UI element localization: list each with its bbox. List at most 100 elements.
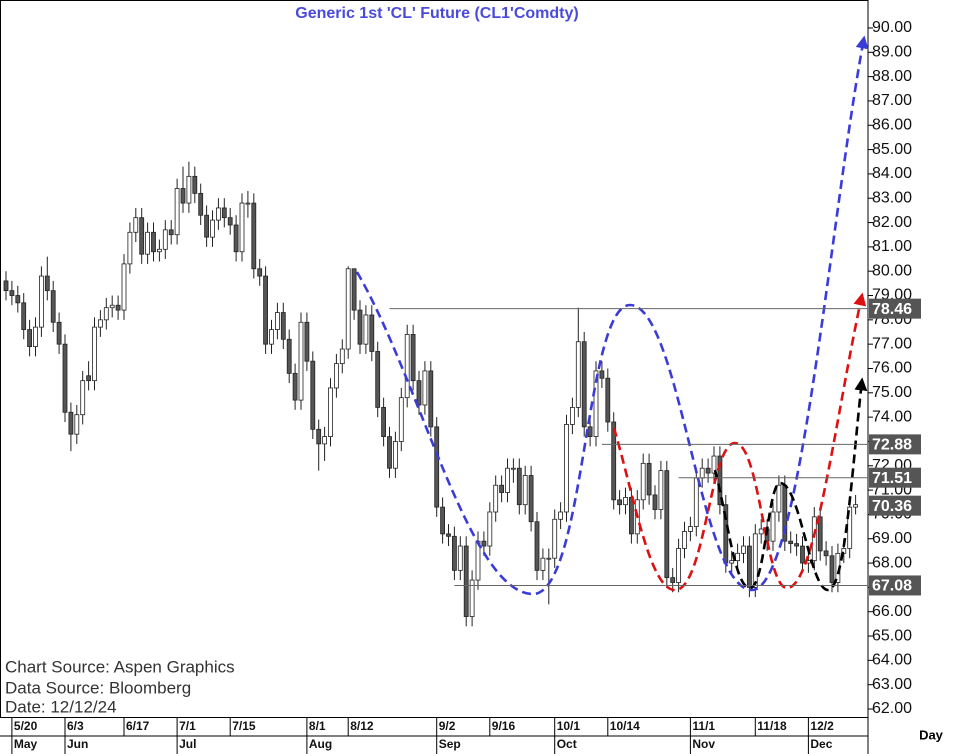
candle-body (392, 441, 398, 469)
candle-body (611, 421, 617, 501)
candle-body (357, 309, 363, 345)
candle-body (375, 351, 381, 408)
candle-body (451, 535, 457, 571)
candle-body (652, 494, 658, 510)
candle-body (481, 540, 487, 547)
y-tick-label: 75.00 (872, 384, 912, 401)
candle-body (428, 370, 434, 428)
candle-body (457, 545, 463, 571)
candle-body (788, 540, 794, 545)
candle-body (570, 407, 575, 425)
candle-body (192, 175, 198, 194)
level-label: 70.36 (872, 498, 912, 515)
candle-body (398, 397, 404, 442)
month-label: Dec (810, 737, 832, 751)
candle-body (56, 321, 62, 345)
candle-body (139, 217, 145, 255)
candle-body (422, 370, 428, 406)
candle-body (245, 202, 251, 205)
candle-body (145, 231, 151, 255)
y-tick-label: 81.00 (872, 238, 912, 255)
candle-body (599, 370, 605, 379)
level-label: 78.46 (872, 301, 912, 318)
x-tick-label: 9/16 (492, 719, 516, 733)
candle-body (717, 455, 723, 506)
candle-body (115, 304, 121, 311)
candle-body (328, 387, 333, 437)
candle-body (682, 531, 687, 549)
candle-body (688, 526, 693, 532)
candle-body (758, 528, 764, 535)
candle-body (800, 545, 805, 564)
y-tick-label: 90.00 (872, 19, 912, 36)
candle-body (304, 321, 310, 362)
candle-body (9, 290, 15, 296)
x-tick-label: 12/2 (810, 719, 834, 733)
candle-body (204, 214, 210, 238)
x-tick-label: 8/12 (350, 719, 374, 733)
candle-body (487, 511, 493, 547)
candle-body (345, 268, 351, 350)
candle-body (280, 312, 286, 340)
candle-body (80, 380, 86, 416)
candle-body (752, 533, 758, 588)
candle-body (156, 248, 162, 253)
candle-body (693, 477, 699, 527)
candle-body (741, 545, 746, 554)
y-tick-label: 74.00 (872, 408, 912, 425)
candle-body (251, 202, 257, 270)
candle-body (339, 348, 345, 365)
candle-body (711, 455, 717, 474)
y-tick-label: 65.00 (872, 627, 912, 644)
candle-body (44, 275, 50, 292)
candle-body (174, 188, 180, 236)
level-label: 72.88 (872, 437, 912, 454)
candle-body (575, 341, 581, 408)
candle-body (558, 511, 563, 520)
candle-body (39, 275, 44, 328)
y-tick-label: 66.00 (872, 603, 912, 620)
candle-body (292, 372, 298, 401)
candle-body (86, 375, 91, 382)
candle-body (62, 343, 68, 413)
level-box (869, 575, 921, 596)
candle-body (853, 504, 858, 508)
candle-body (298, 321, 304, 401)
candle-body (50, 290, 56, 323)
y-tick-label: 64.00 (872, 652, 912, 669)
candle-body (729, 560, 735, 564)
candle-body (664, 470, 670, 579)
candle-body (416, 380, 422, 406)
candle-body (387, 436, 392, 469)
candle-body (552, 518, 558, 559)
x-tick-label: 8/1 (309, 719, 326, 733)
x-tick-label: 6/3 (67, 719, 84, 733)
candle-body (404, 334, 410, 399)
candle-body (440, 506, 446, 535)
candle-body (274, 312, 280, 330)
candle-body (505, 467, 510, 493)
candle-body (127, 231, 133, 265)
candle-body (121, 263, 127, 311)
candle-body (528, 475, 534, 523)
candle-body (74, 414, 80, 435)
x-axis-label: Day (919, 727, 944, 742)
blue-cycle (355, 35, 869, 596)
x-tick-label: 7/1 (179, 719, 196, 733)
candle-body (593, 370, 599, 437)
candle-body (534, 521, 540, 571)
candle-body (605, 377, 611, 423)
candle-body (510, 467, 516, 470)
month-label: Sep (439, 737, 461, 751)
plot-frame (0, 0, 869, 718)
candle-body (676, 548, 681, 583)
candle-body (381, 407, 387, 437)
candle-body (286, 338, 292, 374)
y-tick-label: 88.00 (872, 68, 912, 85)
y-tick-label: 76.00 (872, 360, 912, 377)
level-label: 71.51 (872, 470, 912, 487)
candle-body (770, 511, 776, 542)
y-tick-label: 69.00 (872, 530, 912, 547)
candle-body (198, 192, 204, 216)
y-tick-label: 68.00 (872, 554, 912, 571)
